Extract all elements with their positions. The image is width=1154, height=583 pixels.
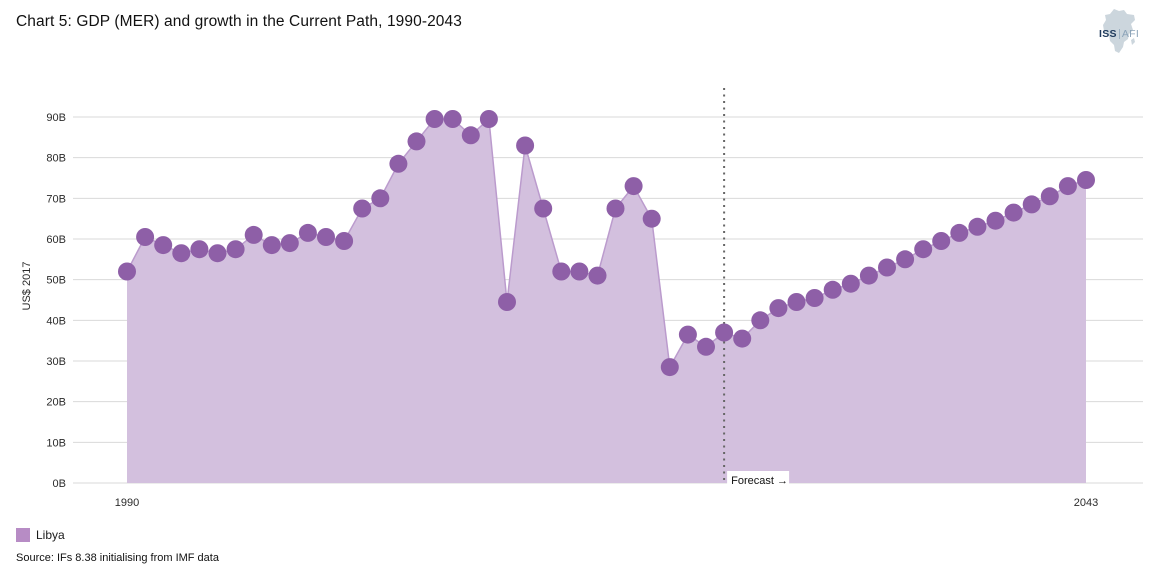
data-point-2031	[859, 266, 878, 285]
data-point-2012	[516, 136, 535, 155]
data-point-1991	[136, 228, 155, 246]
forecast-label: Forecast →	[731, 475, 788, 487]
data-point-1999	[280, 234, 299, 253]
data-point-2013	[534, 199, 553, 218]
data-point-2032	[878, 258, 896, 277]
data-point-2030	[841, 274, 860, 293]
data-point-2033	[896, 250, 915, 269]
legend-swatch-libya	[16, 528, 30, 542]
y-tick-label: 70B	[46, 193, 66, 205]
logo-afi-label: AFI	[1121, 28, 1140, 40]
page-title: Chart 5: GDP (MER) and growth in the Cur…	[16, 13, 462, 30]
data-point-2005	[389, 154, 408, 173]
data-point-2035	[932, 232, 951, 250]
y-tick-label: 40B	[46, 315, 66, 327]
y-tick-label: 30B	[46, 356, 66, 368]
data-point-2025	[751, 311, 770, 330]
source-note: Source: IFs 8.38 initialising from IMF d…	[16, 552, 219, 564]
forecast-label-bg	[727, 471, 790, 488]
data-point-1993	[172, 244, 191, 263]
data-point-2041	[1040, 187, 1059, 206]
data-point-2027	[787, 293, 806, 311]
data-point-2016	[588, 266, 607, 285]
data-point-2006	[407, 132, 426, 151]
data-point-1992	[154, 236, 173, 255]
logo-iss-label: ISS	[1099, 28, 1117, 40]
data-point-2039	[1004, 203, 1023, 222]
data-point-2019	[642, 209, 661, 228]
data-point-2001	[317, 228, 335, 246]
y-tick-label: 50B	[46, 275, 66, 287]
y-tick-label: 80B	[46, 153, 66, 165]
data-point-2026	[769, 299, 788, 318]
y-tick-label: 20B	[46, 397, 66, 409]
data-point-2028	[805, 289, 824, 307]
data-point-2036	[950, 223, 969, 242]
data-point-2024	[733, 329, 752, 348]
data-point-1996	[226, 240, 245, 259]
data-point-1997	[244, 225, 263, 244]
data-point-2040	[1022, 195, 1041, 214]
data-point-2029	[823, 280, 842, 299]
y-tick-label: 10B	[46, 437, 66, 449]
data-point-2011	[498, 293, 516, 311]
data-point-2038	[986, 211, 1005, 230]
data-point-2034	[914, 240, 933, 259]
data-point-2002	[335, 232, 354, 250]
data-point-2020	[660, 358, 679, 377]
data-point-2014	[552, 262, 571, 281]
legend-label-libya: Libya	[36, 528, 65, 542]
y-tick-label: 90B	[46, 112, 66, 124]
x-tick-label: 2043	[1074, 497, 1098, 509]
data-point-2010	[479, 110, 498, 128]
data-point-1995	[208, 244, 227, 263]
data-point-2037	[968, 217, 987, 236]
data-point-2015	[570, 262, 589, 281]
area-series-libya	[127, 119, 1086, 483]
data-point-2021	[678, 325, 697, 344]
iss-afi-logo: ISS AFI	[1092, 7, 1140, 55]
data-point-2003	[353, 199, 372, 218]
logo-divider	[1118, 29, 1120, 39]
x-tick-label: 1990	[115, 497, 139, 509]
data-point-2018	[624, 177, 643, 196]
data-point-2004	[371, 189, 390, 208]
data-point-2000	[298, 223, 317, 242]
legend: Libya	[16, 528, 65, 542]
data-point-2042	[1058, 177, 1077, 196]
logo-text: ISS AFI	[1099, 28, 1139, 40]
y-tick-label: 0B	[53, 478, 66, 490]
data-point-1994	[190, 240, 209, 259]
data-point-1998	[262, 236, 281, 255]
gdp-area-chart: 0B 10B 20B 30B 40B 50B 60B 70B 80B 90B Forecast → 1…	[46, 88, 1143, 509]
y-tick-label: 60B	[46, 234, 66, 246]
data-point-2023	[715, 323, 734, 342]
data-point-2008	[443, 110, 462, 128]
data-point-2009	[461, 126, 480, 145]
data-point-2043	[1077, 171, 1095, 189]
data-point-2017	[606, 199, 625, 218]
data-point-2007	[425, 110, 444, 128]
data-point-2022	[697, 337, 715, 356]
data-point-1990	[118, 262, 136, 281]
